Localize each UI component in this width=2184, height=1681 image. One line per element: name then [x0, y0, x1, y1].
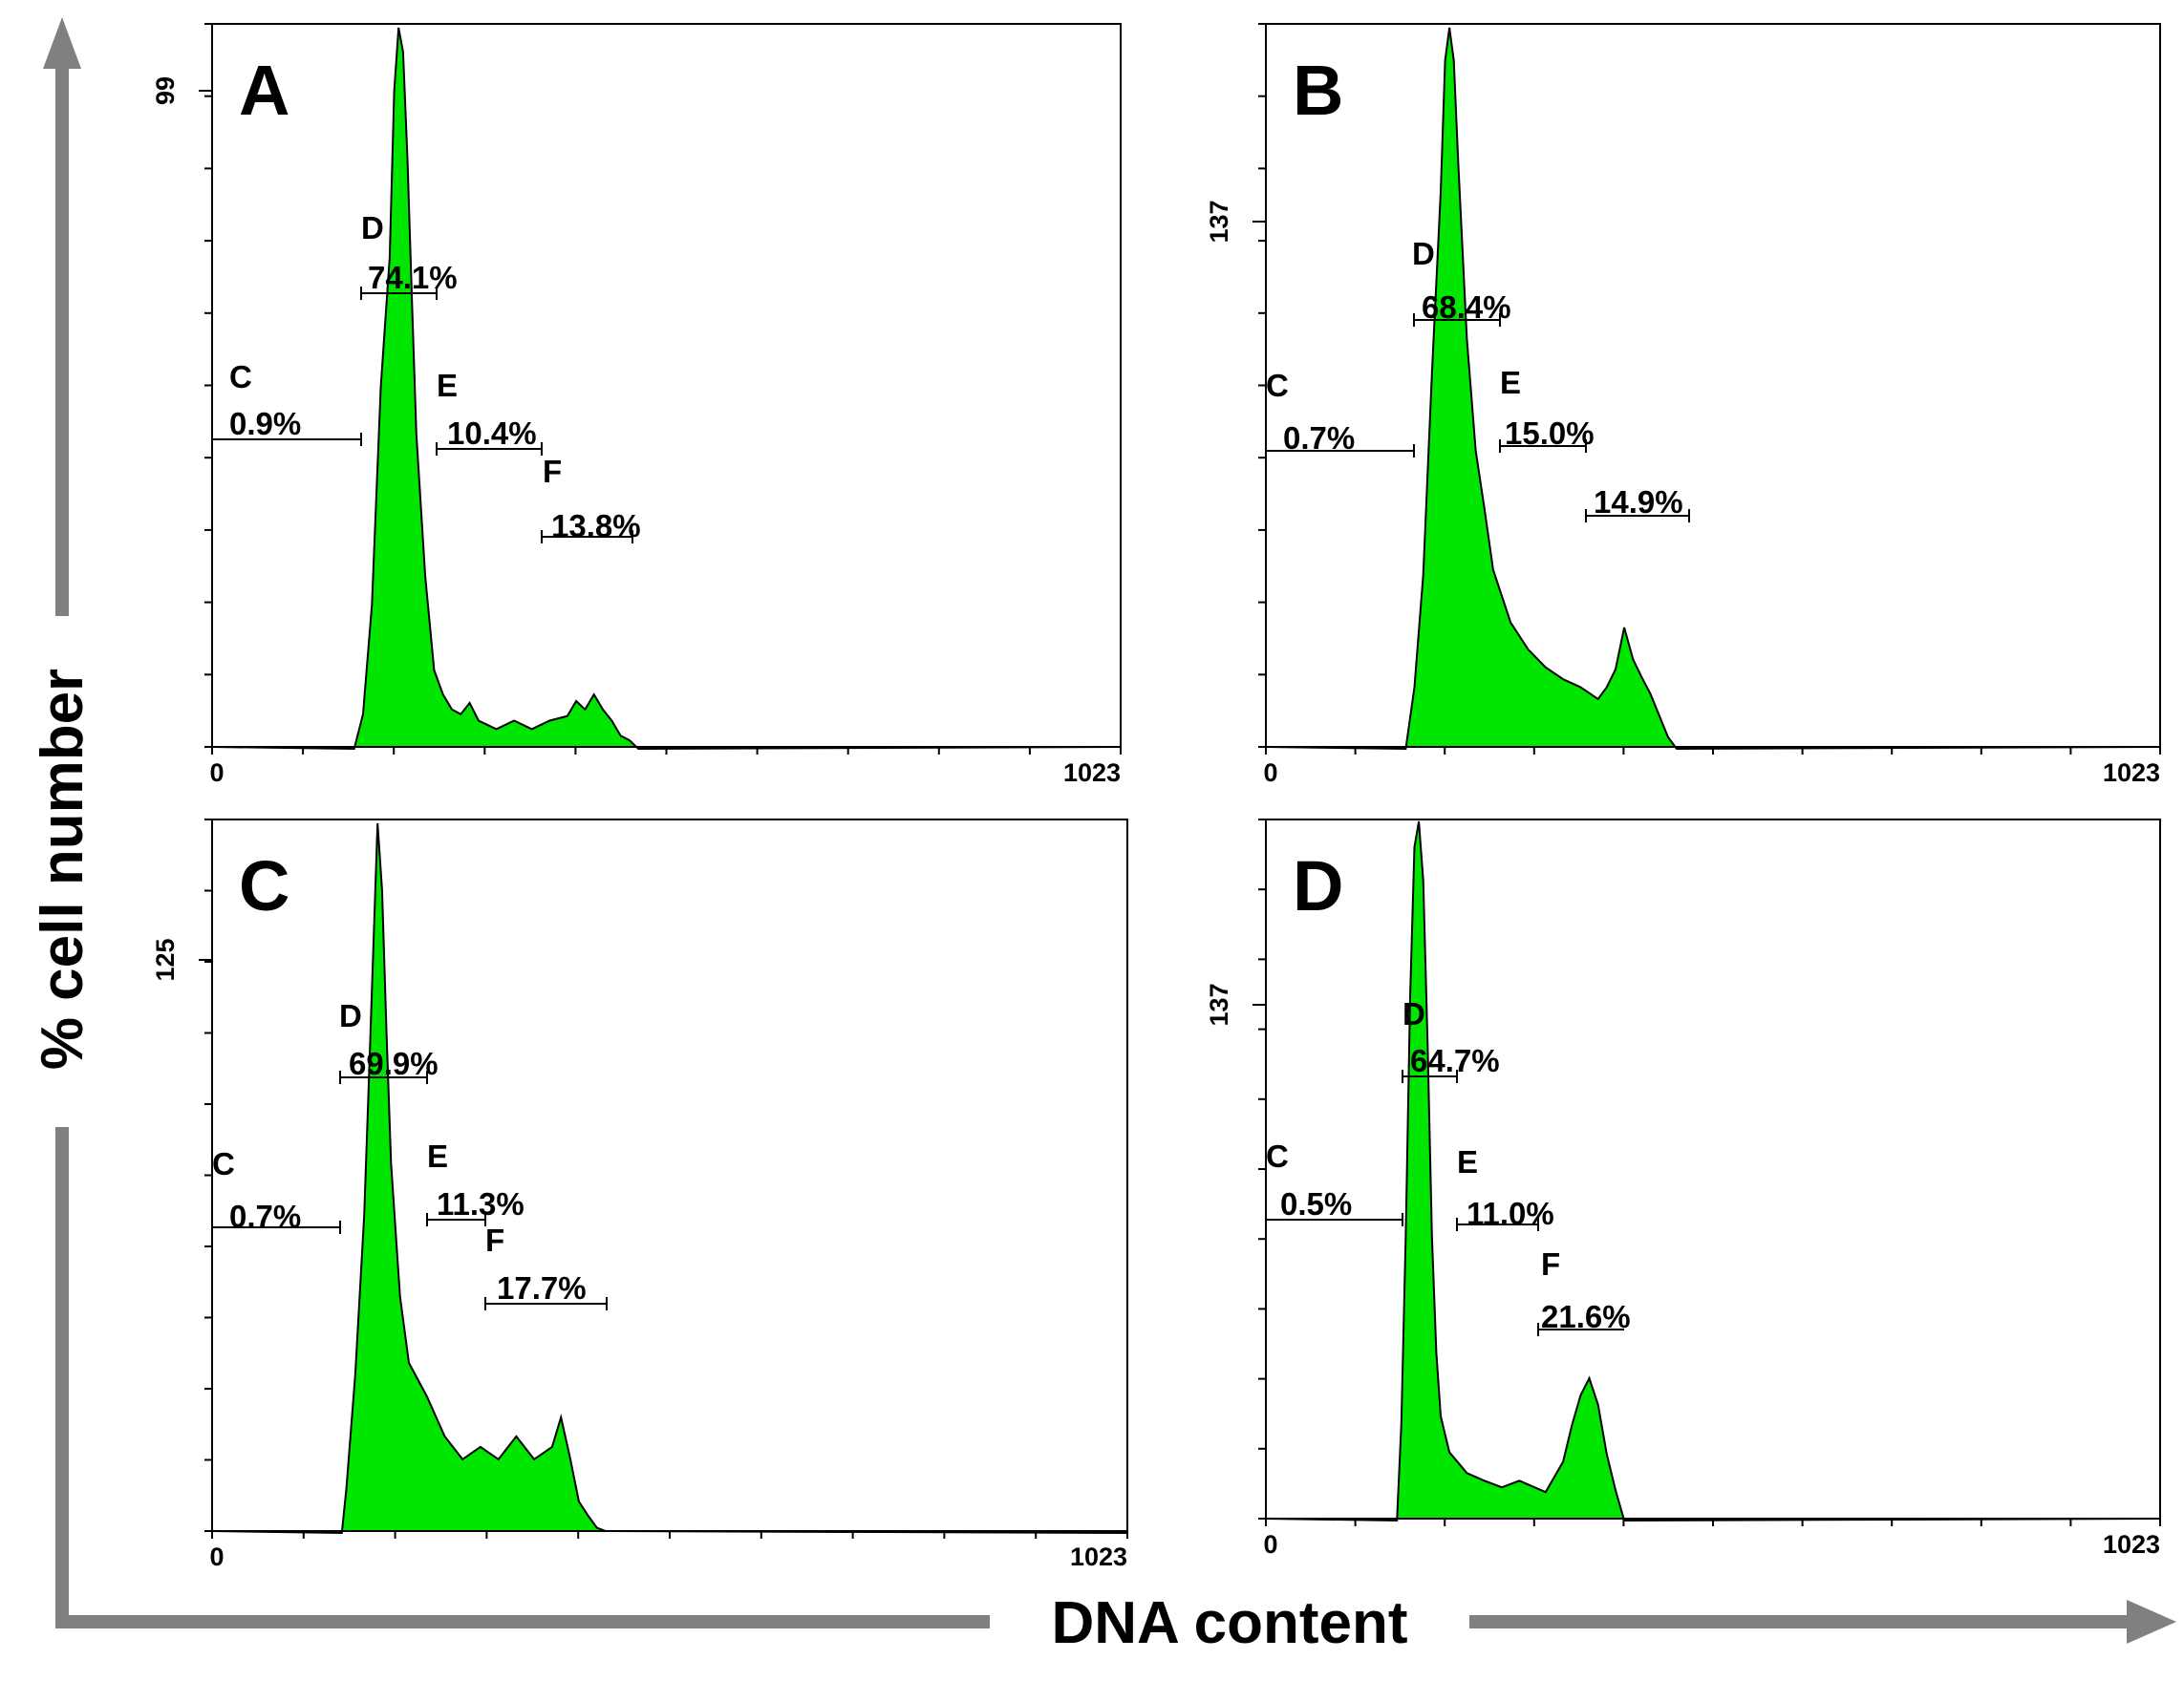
x-tick-label-min: 0 [1263, 1530, 1277, 1559]
gate-percent: 69.9% [349, 1046, 439, 1081]
plot-frame [1265, 819, 2161, 1520]
x-arrow-shaft-left [55, 1615, 990, 1628]
y-arrow-shaft-bottom [55, 1127, 69, 1622]
gate-percent: 0.7% [229, 1199, 301, 1234]
panel-b: 137 0 1023 B C 0.7% D 68.4% E 15.0% 14.9% [1205, 23, 2161, 787]
y-max-label: 137 [1205, 200, 1233, 243]
y-axis-arrow [43, 17, 81, 1622]
y-arrow-head [43, 17, 81, 69]
histogram-area [211, 27, 1122, 751]
gate-f: 14.9% [1585, 484, 1690, 522]
gate-percent: 21.6% [1541, 1299, 1631, 1334]
gate-letter: D [1402, 996, 1425, 1032]
y-max-label: 125 [151, 938, 180, 981]
plot-frame [1265, 23, 2161, 748]
gate-percent: 14.9% [1594, 484, 1683, 520]
gate-c: C 0.7% [1265, 368, 1415, 457]
gate-letter: E [1457, 1144, 1478, 1180]
panel-label: D [1293, 846, 1343, 926]
gate-letter: D [361, 210, 384, 245]
gate-percent: 0.5% [1280, 1186, 1352, 1222]
gate-percent: 0.7% [1283, 420, 1355, 456]
plot-frame [211, 23, 1122, 748]
gate-f: F 17.7% [484, 1223, 608, 1310]
gate-letter: F [485, 1223, 504, 1258]
gate-d: D 69.9% [339, 998, 439, 1084]
gate-letter: D [339, 998, 362, 1033]
gate-percent: 68.4% [1422, 289, 1511, 325]
x-arrow-shaft-right [1469, 1615, 2129, 1628]
y-arrow-shaft-top [55, 67, 69, 616]
gate-letter: E [1500, 365, 1521, 400]
gate-c: C 0.5% [1265, 1138, 1403, 1226]
gate-letter: E [437, 368, 458, 403]
gate-e: E 11.0% [1456, 1144, 1554, 1231]
gate-d: D 64.7% [1402, 996, 1500, 1083]
gate-percent: 13.8% [551, 508, 641, 543]
gate-letter: C [212, 1146, 235, 1181]
gate-d: D 74.1% [360, 210, 458, 300]
gate-percent: 11.3% [437, 1186, 525, 1222]
x-tick-label-max: 1023 [2103, 758, 2160, 787]
gate-d: D 68.4% [1412, 236, 1511, 327]
gate-percent: 10.4% [447, 415, 537, 451]
x-tick-label-min: 0 [209, 1543, 224, 1571]
gate-percent: 17.7% [497, 1270, 587, 1306]
gate-percent: 64.7% [1410, 1043, 1500, 1078]
panel-label: C [239, 846, 289, 926]
histogram-area [211, 822, 1128, 1535]
x-tick-label-min: 0 [1263, 758, 1277, 787]
gate-f: F 21.6% [1541, 1246, 1631, 1334]
plot-frame [211, 819, 1128, 1532]
gate-letter: C [1266, 1138, 1289, 1174]
x-tick-label-max: 1023 [1070, 1543, 1127, 1571]
gate-letter: F [543, 454, 562, 489]
histogram-area [1265, 820, 2161, 1522]
panel-label: A [239, 51, 289, 130]
gate-c: C 0.7% [211, 1146, 341, 1234]
gate-percent: 11.0% [1467, 1196, 1554, 1231]
y-max-label: 99 [151, 76, 180, 105]
panel-label: B [1293, 51, 1343, 130]
gate-percent: 15.0% [1505, 415, 1595, 451]
gate-percent: 0.9% [229, 406, 301, 441]
gate-letter: F [1541, 1246, 1560, 1282]
gate-e: E 15.0% [1499, 365, 1595, 453]
x-tick-label-max: 1023 [1063, 758, 1121, 787]
gate-letter: E [427, 1138, 448, 1174]
histogram-area [1265, 27, 2161, 751]
gate-e: E 10.4% [436, 368, 543, 456]
x-axis-arrow [55, 1600, 2176, 1644]
x-axis-label: DNA content [1051, 1590, 1407, 1656]
gate-e: E 11.3% [426, 1138, 525, 1226]
gate-letter: C [1266, 368, 1289, 403]
panel-c: 125 0 1023 C C 0.7% D 69.9% E 11.3%F 17.7% [151, 819, 1128, 1571]
x-tick-label-min: 0 [209, 758, 224, 787]
gate-c: C 0.9% [211, 359, 362, 446]
gate-percent: 74.1% [368, 260, 458, 295]
gate-letter: C [229, 359, 252, 394]
panel-a: 99 0 1023 A C 0.9% D 74.1% E 10.4%F 13.8% [151, 23, 1122, 787]
y-axis-label: % cell number [30, 669, 96, 1070]
gate-letter: D [1412, 236, 1435, 271]
panel-d: 137 0 1023 D C 0.5% D 64.7% E 11.0% F 21.6% [1205, 819, 2161, 1559]
x-arrow-head [2127, 1600, 2176, 1644]
x-tick-label-max: 1023 [2103, 1530, 2160, 1559]
y-max-label: 137 [1205, 983, 1233, 1026]
gate-f: F 13.8% [541, 454, 641, 543]
